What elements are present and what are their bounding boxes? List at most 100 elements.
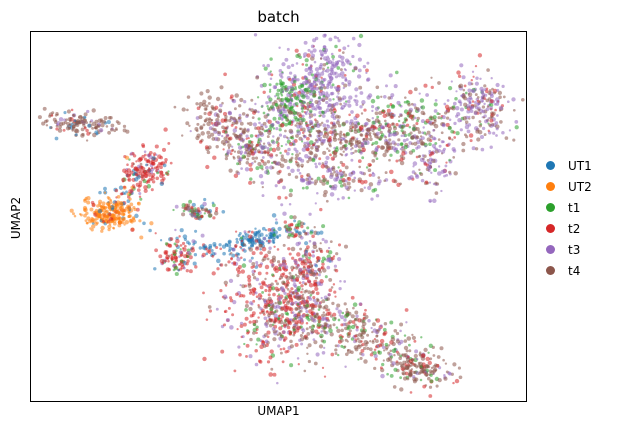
chart-title: batch (257, 8, 300, 26)
cell-point (211, 271, 216, 276)
cell-point (430, 85, 434, 90)
cell-point (334, 295, 337, 298)
cell-point (294, 306, 299, 311)
cell-point (315, 71, 320, 76)
cell-point (393, 367, 398, 372)
cell-point (259, 232, 264, 237)
cell-point (353, 128, 357, 132)
cell-point (399, 387, 404, 392)
cell-point (418, 361, 424, 367)
cell-point (115, 128, 118, 131)
cell-point (293, 219, 297, 223)
cell-point (231, 313, 235, 317)
cell-point (331, 301, 335, 306)
cell-point (459, 103, 463, 107)
cell-point (325, 308, 329, 312)
cell-point (72, 113, 76, 118)
cell-point (287, 227, 292, 232)
cell-point (335, 252, 339, 256)
cell-point (339, 184, 344, 188)
cell-point (230, 257, 233, 260)
cell-point (323, 346, 326, 350)
cell-point (159, 155, 163, 160)
cell-point (338, 169, 342, 173)
cell-point (110, 213, 115, 218)
cell-point (276, 136, 280, 140)
cell-point (173, 253, 176, 257)
cell-point (307, 176, 312, 181)
cell-point (246, 157, 250, 161)
cell-point (408, 89, 413, 95)
cell-point (237, 345, 241, 349)
cell-point (300, 158, 305, 163)
cell-point (284, 57, 289, 62)
cell-point (271, 305, 275, 309)
cell-point (338, 286, 342, 291)
cell-point (142, 179, 147, 184)
cell-point (335, 120, 341, 125)
cell-point (288, 193, 293, 198)
cell-point (203, 118, 208, 123)
cell-point (130, 227, 135, 232)
cell-point (311, 324, 316, 329)
cell-point (276, 248, 280, 251)
cell-point (314, 138, 318, 142)
cell-point (292, 110, 298, 116)
cell-point (359, 356, 363, 360)
cell-point (429, 373, 433, 377)
cell-point (239, 293, 244, 298)
cell-point (295, 295, 300, 300)
cell-point (207, 305, 212, 309)
cell-point (268, 246, 272, 250)
cell-point (185, 262, 189, 266)
cell-point (143, 150, 147, 153)
cell-point (335, 307, 339, 311)
cell-point (354, 94, 358, 98)
cell-point (107, 224, 112, 229)
cell-point (294, 175, 299, 179)
cell-point (308, 89, 312, 93)
cell-point (315, 260, 319, 264)
cell-point (318, 259, 321, 262)
cell-point (89, 227, 92, 230)
cell-point (146, 179, 151, 184)
cell-point (326, 265, 331, 270)
cell-point (410, 364, 413, 367)
cell-point (257, 130, 261, 134)
cell-point (233, 369, 237, 373)
cell-point (304, 282, 308, 286)
cell-point (228, 168, 233, 173)
cell-point (337, 257, 342, 262)
cell-point (293, 317, 297, 320)
cell-point (89, 207, 94, 212)
cell-point (211, 108, 214, 111)
cell-point (263, 151, 267, 155)
cell-point (339, 135, 342, 139)
cell-point (344, 139, 348, 143)
cell-point (234, 230, 238, 233)
cell-point (203, 207, 209, 212)
cell-point (242, 243, 246, 247)
cell-point (423, 83, 428, 88)
cell-point (447, 142, 451, 146)
cell-point (202, 291, 205, 295)
cell-point (75, 123, 80, 127)
cell-point (414, 349, 419, 354)
cell-point (267, 289, 272, 293)
cell-point (279, 347, 283, 351)
cell-point (231, 247, 236, 252)
cell-point (346, 349, 352, 354)
cell-point (401, 370, 406, 376)
cell-point (333, 264, 337, 268)
cell-point (271, 213, 277, 218)
cell-point (262, 64, 266, 68)
cell-point (37, 115, 42, 120)
cell-point (390, 115, 394, 119)
cell-point (366, 127, 371, 132)
cell-point (109, 208, 112, 211)
cell-point (275, 146, 281, 151)
cell-point (370, 124, 374, 128)
cell-point (245, 134, 249, 138)
cell-point (148, 168, 151, 171)
cell-point (405, 118, 408, 121)
